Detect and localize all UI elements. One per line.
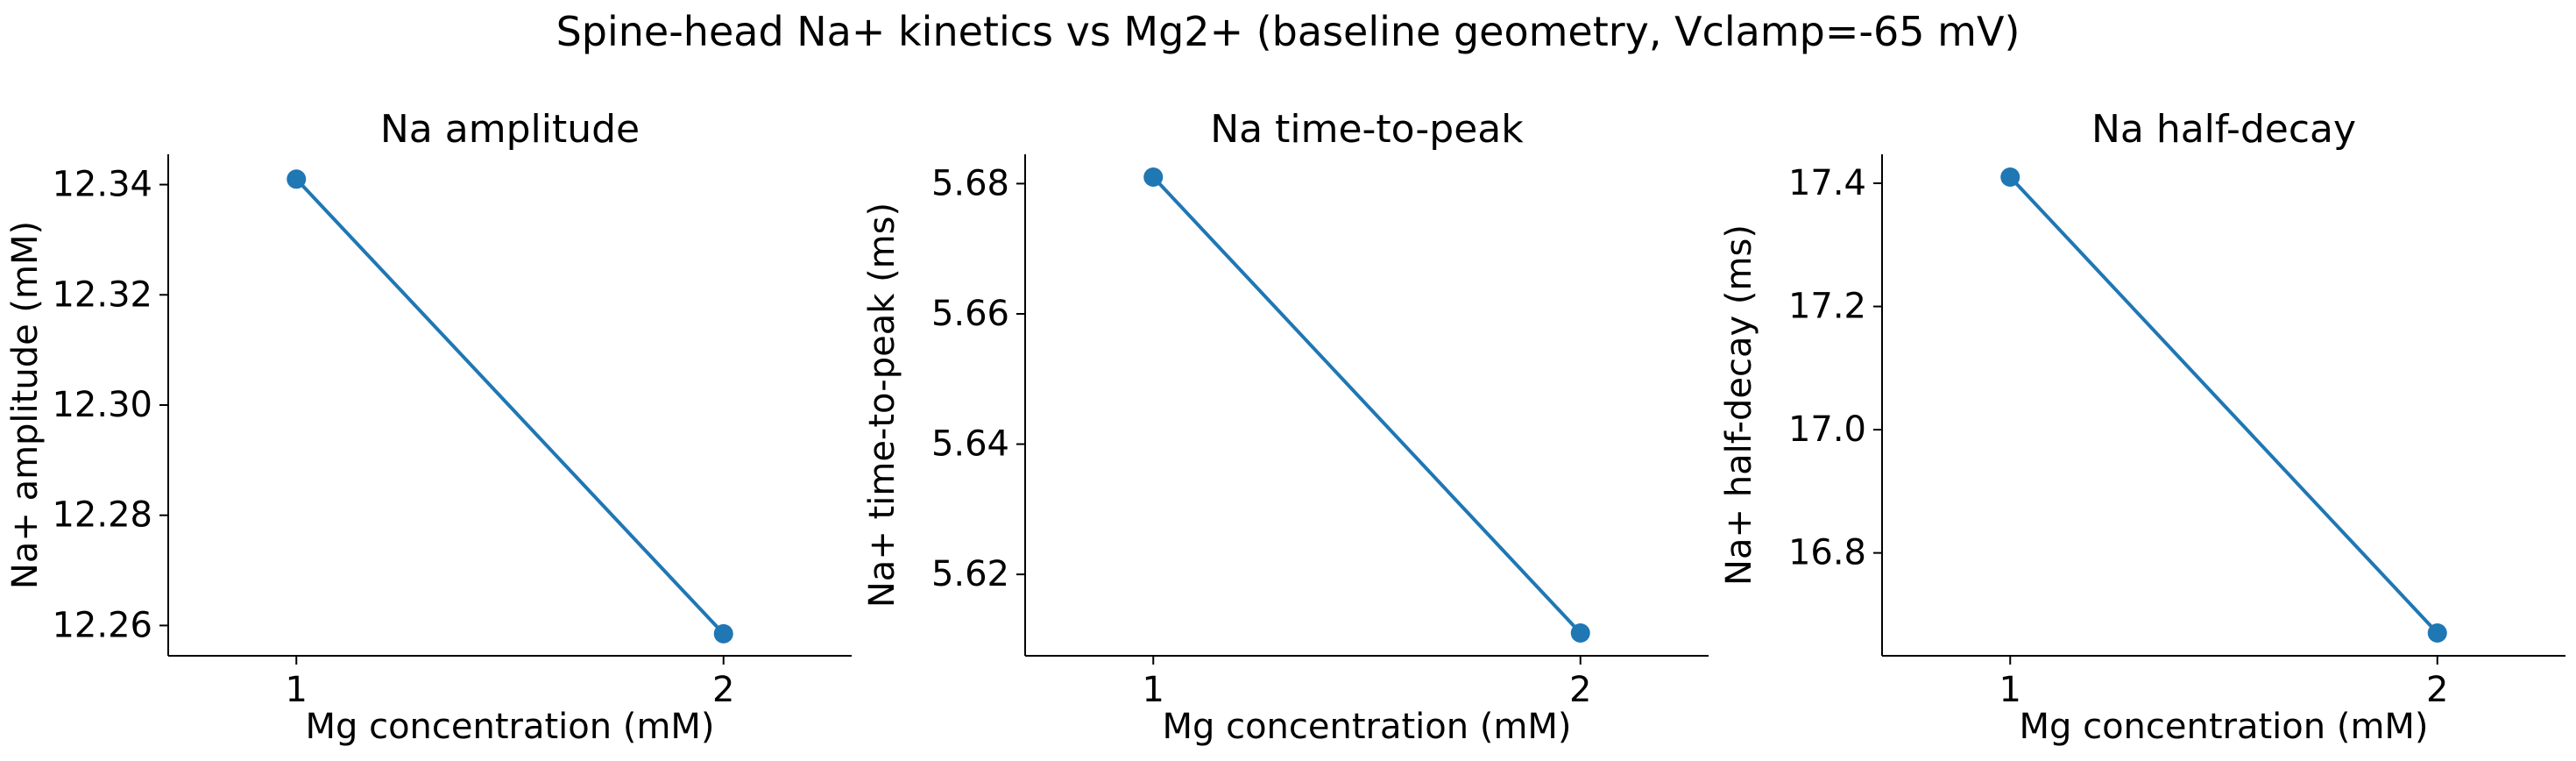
- panel-3-y-tick-label: 16.8: [1788, 533, 1866, 573]
- panel-3-data-point-1: [2000, 167, 2020, 187]
- panel-1-data-point-2: [713, 623, 733, 644]
- panel-2-na-time-to-peak: 5.62 5.64 5.66 5.68 1 2 Na time-to-peak Mg conc…: [862, 107, 1709, 747]
- panel-3-data-point-2: [2427, 623, 2447, 643]
- panel-3-na-half-decay: 16.8 17.0 17.2 17.4 1 2 Na half-decay Mg concen…: [1719, 107, 2565, 747]
- panel-2-x-tick-label: 2: [1569, 670, 1591, 710]
- panel-1-y-tick-label: 12.32: [52, 274, 152, 315]
- panel-2-y-tick-label: 5.68: [931, 163, 1009, 203]
- panel-2-data-point-1: [1143, 167, 1164, 187]
- panel-1-y-tick-label: 12.28: [52, 495, 152, 536]
- panel-2-y-axis-label: Na+ time-to-peak (ms): [862, 203, 902, 608]
- figure-title: Spine-head Na+ kinetics vs Mg2+ (baselin…: [556, 8, 2020, 55]
- panel-3-series-line: [2008, 175, 2439, 635]
- panel-1-data-point-1: [287, 169, 307, 189]
- panel-1-y-tick-label: 12.34: [52, 165, 152, 205]
- panel-3-y-tick-label: 17.0: [1788, 409, 1866, 450]
- panel-1-x-axis-label: Mg concentration (mM): [305, 707, 714, 747]
- panel-1-title: Na amplitude: [380, 107, 640, 152]
- panel-1-na-amplitude: 12.26 12.28 12.30 12.32 12.34 1 2 Na amplitude M…: [5, 107, 852, 747]
- panel-3-title: Na half-decay: [2091, 107, 2356, 152]
- panel-3-y-tick-label: 17.4: [1788, 163, 1866, 203]
- panel-2-y-tick-label: 5.66: [931, 294, 1009, 334]
- panel-3-x-tick-label: 1: [1999, 670, 2021, 710]
- panel-3-y-tick-label: 17.2: [1788, 287, 1866, 327]
- panel-1-y-tick-label: 12.30: [52, 385, 152, 425]
- panel-1-x-tick-label: 1: [286, 670, 308, 710]
- panel-2-data-point-2: [1570, 623, 1590, 643]
- panel-1-y-tick-label: 12.26: [52, 605, 152, 645]
- panel-2-title: Na time-to-peak: [1210, 107, 1524, 152]
- panel-2-x-tick-label: 1: [1143, 670, 1164, 710]
- panel-3-y-axis-label: Na+ half-decay (ms): [1719, 224, 1759, 586]
- panel-2-x-axis-label: Mg concentration (mM): [1162, 707, 1571, 747]
- panel-3-x-tick-label: 2: [2426, 670, 2448, 710]
- panel-1-x-tick-label: 2: [712, 670, 734, 710]
- panel-2-series-line: [1151, 175, 1582, 635]
- panel-3-x-axis-label: Mg concentration (mM): [2019, 707, 2428, 747]
- panel-2-y-tick-label: 5.64: [931, 424, 1009, 465]
- panel-2-y-tick-label: 5.62: [931, 554, 1009, 594]
- panel-1-y-axis-label: Na+ amplitude (mM): [5, 221, 46, 589]
- panel-1-series-line: [294, 177, 725, 636]
